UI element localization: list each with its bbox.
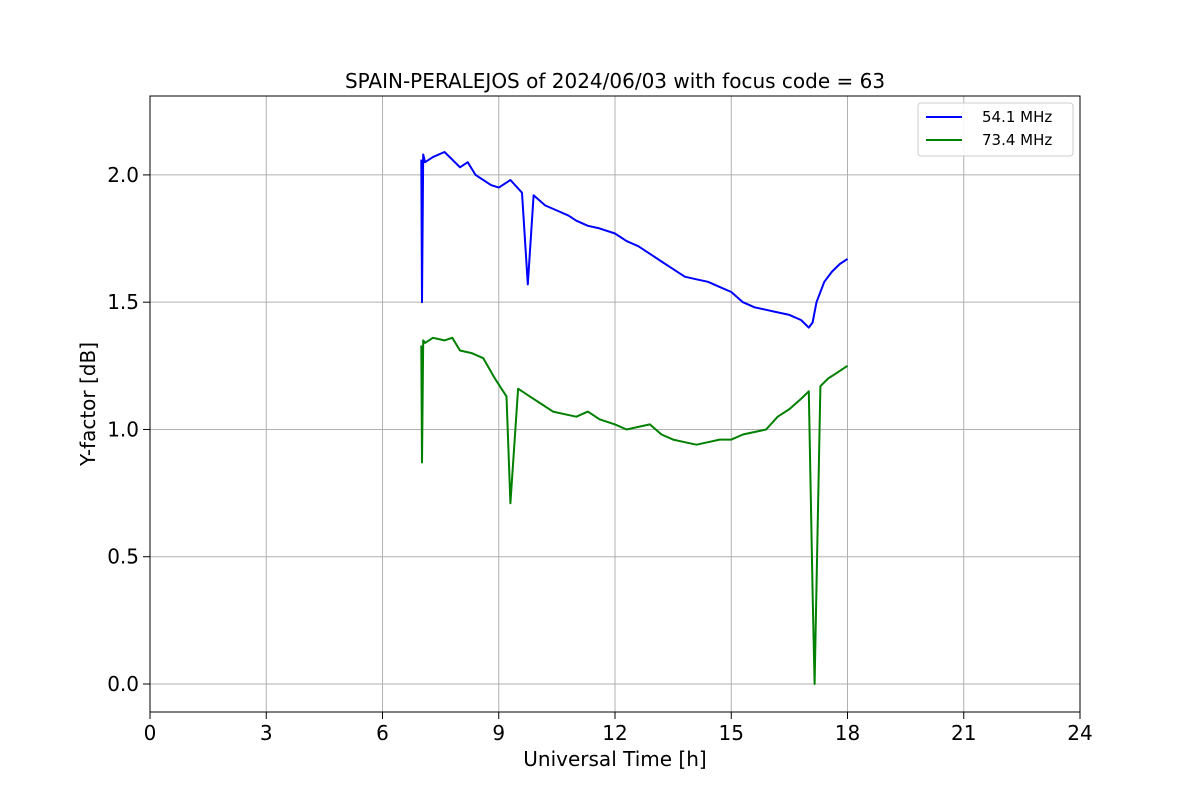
x-axis: 0 3 6 9 12 15 18 21 24 (144, 712, 1093, 745)
x-tick-label: 0 (144, 721, 157, 745)
series-line-73-4-mhz (420, 336, 849, 685)
x-axis-title: Universal Time [h] (523, 747, 706, 771)
x-tick-label: 3 (260, 721, 273, 745)
legend-label-54-1-mhz: 54.1 MHz (982, 108, 1052, 126)
chart-title: SPAIN-PERALEJOS of 2024/06/03 with focus… (345, 69, 885, 93)
series-line-54-1-mhz (420, 151, 849, 329)
legend-label-73-4-mhz: 73.4 MHz (982, 131, 1052, 149)
y-tick-label: 0.0 (107, 672, 139, 696)
x-tick-label: 21 (951, 721, 976, 745)
x-tick-label: 15 (719, 721, 744, 745)
y-axis: 0.0 0.5 1.0 1.5 2.0 (107, 163, 150, 696)
x-tick-label: 18 (835, 721, 860, 745)
x-tick-label: 24 (1067, 721, 1092, 745)
legend: 54.1 MHz 73.4 MHz (917, 102, 1074, 157)
y-tick-label: 2.0 (107, 163, 139, 187)
x-tick-label: 9 (492, 721, 505, 745)
y-tick-label: 1.5 (107, 290, 139, 314)
y-tick-label: 1.0 (107, 417, 139, 441)
y-axis-title: Y-factor [dB] (76, 342, 100, 467)
x-tick-label: 6 (376, 721, 389, 745)
x-tick-label: 12 (602, 721, 627, 745)
series-layer (420, 151, 849, 685)
y-tick-label: 0.5 (107, 545, 139, 569)
